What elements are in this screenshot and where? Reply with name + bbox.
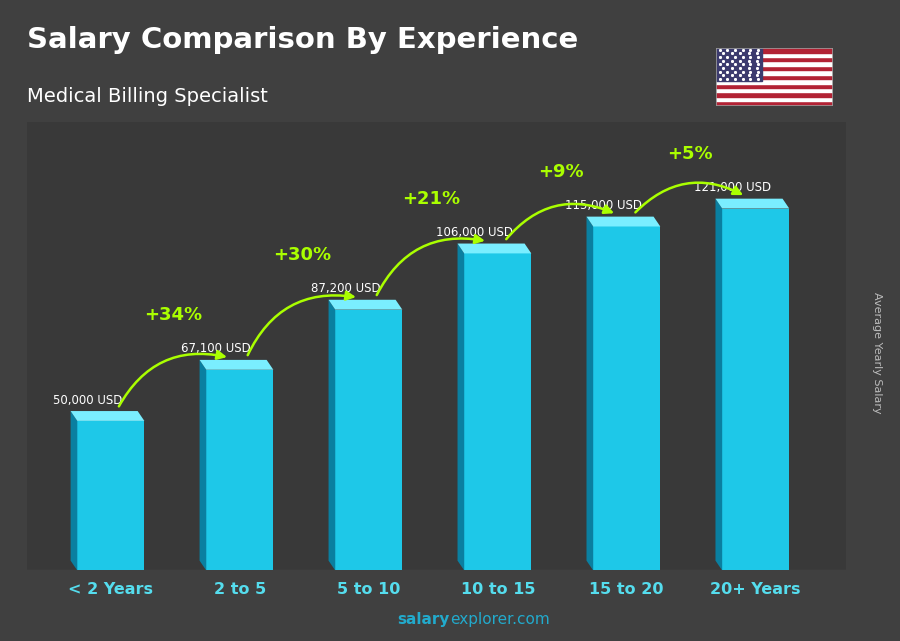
Text: 67,100 USD: 67,100 USD (182, 342, 251, 355)
Polygon shape (464, 253, 531, 570)
Text: Average Yearly Salary: Average Yearly Salary (872, 292, 883, 413)
Bar (716, 88, 832, 92)
Bar (716, 66, 832, 71)
Text: +5%: +5% (667, 145, 713, 163)
Polygon shape (77, 421, 144, 570)
Polygon shape (328, 300, 336, 570)
Polygon shape (70, 411, 144, 421)
Text: 106,000 USD: 106,000 USD (436, 226, 513, 239)
Bar (716, 79, 832, 83)
Polygon shape (716, 199, 722, 570)
Text: +30%: +30% (274, 246, 332, 264)
Bar (716, 97, 832, 101)
Polygon shape (722, 208, 789, 570)
Polygon shape (336, 310, 402, 570)
Text: +21%: +21% (402, 190, 461, 208)
Text: Salary Comparison By Experience: Salary Comparison By Experience (27, 26, 578, 54)
Polygon shape (457, 244, 531, 253)
Text: 50,000 USD: 50,000 USD (53, 394, 122, 406)
Polygon shape (206, 370, 274, 570)
Bar (716, 57, 832, 62)
Bar (716, 83, 832, 88)
Bar (716, 101, 832, 106)
Polygon shape (587, 217, 661, 226)
Bar (716, 62, 832, 66)
Text: Medical Billing Specialist: Medical Billing Specialist (27, 87, 268, 106)
Polygon shape (593, 226, 661, 570)
Bar (716, 53, 832, 57)
Bar (716, 71, 832, 75)
Bar (716, 75, 832, 79)
Bar (716, 92, 832, 97)
Polygon shape (457, 244, 464, 570)
Text: +9%: +9% (538, 163, 583, 181)
Polygon shape (200, 360, 206, 570)
Text: salary: salary (398, 612, 450, 627)
Bar (716, 48, 762, 81)
Polygon shape (716, 199, 789, 208)
Polygon shape (328, 300, 402, 310)
Text: +34%: +34% (145, 306, 202, 324)
Text: 87,200 USD: 87,200 USD (310, 282, 380, 296)
Text: 121,000 USD: 121,000 USD (694, 181, 770, 194)
Text: explorer.com: explorer.com (450, 612, 550, 627)
Polygon shape (200, 360, 274, 370)
Polygon shape (587, 217, 593, 570)
Polygon shape (70, 411, 77, 570)
Text: 115,000 USD: 115,000 USD (565, 199, 642, 212)
Bar (716, 48, 832, 53)
